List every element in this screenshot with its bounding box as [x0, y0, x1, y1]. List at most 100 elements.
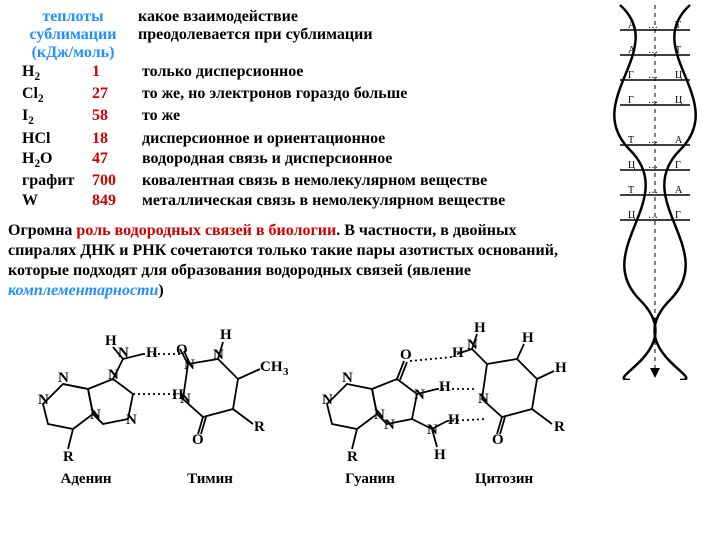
- svg-text:…: …: [648, 95, 658, 106]
- svg-text:N: N: [213, 347, 224, 363]
- para-t3: ): [158, 282, 163, 299]
- label-cytosine: Цитозин: [439, 471, 569, 488]
- svg-text:H: H: [522, 330, 534, 346]
- desc-cell: дисперсионное и ориентационное: [142, 129, 385, 149]
- svg-text:Т: Т: [675, 45, 681, 56]
- label-thymine: Тимин: [150, 471, 270, 488]
- svg-text:…: …: [648, 160, 658, 171]
- svg-text:N: N: [58, 370, 69, 386]
- svg-text:Ц: Ц: [628, 210, 635, 221]
- substance-cell: I2: [8, 106, 92, 128]
- svg-text:Ц: Ц: [675, 95, 682, 106]
- substance-cell: H2: [8, 62, 92, 84]
- svg-text:N: N: [427, 422, 438, 438]
- svg-text:Т: Т: [628, 185, 634, 196]
- value-cell: 47: [92, 149, 142, 171]
- value-cell: 18: [92, 129, 142, 149]
- svg-text:…: …: [648, 45, 658, 56]
- guanine-cytosine-group: NN NN N O H N HH R H N H N O R H H Гуани…: [292, 309, 582, 488]
- svg-text:CH: CH: [260, 359, 283, 375]
- svg-text:…: …: [648, 210, 658, 221]
- svg-text:N: N: [184, 357, 195, 373]
- desc-cell: водородная связь и дисперсионное: [142, 149, 392, 171]
- substance-cell: HCl: [8, 129, 92, 149]
- substance-cell: H2O: [8, 149, 92, 171]
- label-guanine: Гуанин: [305, 471, 435, 488]
- svg-text:…: …: [648, 135, 658, 146]
- para-compl: комплементарности: [8, 282, 158, 299]
- value-cell: 1: [92, 62, 142, 84]
- svg-text:N: N: [384, 417, 395, 433]
- svg-text:Ц: Ц: [628, 160, 635, 171]
- svg-text:Г: Г: [628, 95, 634, 106]
- svg-text:N: N: [90, 407, 101, 423]
- svg-text:А: А: [675, 185, 683, 196]
- svg-text:А: А: [675, 135, 683, 146]
- svg-text:…: …: [648, 70, 658, 81]
- svg-text:H: H: [448, 412, 460, 428]
- svg-text:N: N: [38, 392, 49, 408]
- svg-text:H: H: [434, 447, 446, 463]
- svg-text:…: …: [648, 20, 658, 31]
- svg-text:N: N: [322, 392, 333, 408]
- bio-paragraph: Огромна роль водородных связей в биологи…: [8, 221, 578, 301]
- desc-cell: ковалентная связь в немолекулярном вещес…: [142, 171, 487, 191]
- svg-text:R: R: [63, 449, 74, 464]
- dna-helix: А … Т А … Т Г … Ц Г … Ц Т … А Ц … Г Т … А Ц … Г: [590, 0, 720, 380]
- svg-text:H: H: [146, 345, 158, 361]
- svg-text:Т: Т: [675, 20, 681, 31]
- svg-text:N: N: [180, 391, 191, 407]
- svg-text:А: А: [628, 45, 636, 56]
- desc-cell: то же, но электронов гораздо больше: [142, 84, 407, 106]
- desc-cell: то же: [142, 106, 180, 128]
- svg-text:N: N: [126, 412, 137, 428]
- para-t1: Огромна: [8, 222, 76, 239]
- substance-cell: графит: [8, 171, 92, 191]
- svg-text:…: …: [648, 185, 658, 196]
- svg-text:Т: Т: [628, 135, 634, 146]
- svg-text:N: N: [467, 337, 478, 353]
- value-cell: 27: [92, 84, 142, 106]
- svg-text:O: O: [176, 342, 188, 358]
- svg-text:O: O: [192, 432, 204, 448]
- svg-text:H: H: [452, 345, 464, 361]
- adenine-thymine-svg: NN NN N N HH R O H NN N CH3 H O R: [8, 309, 288, 464]
- svg-text:Г: Г: [675, 210, 681, 221]
- svg-text:А: А: [628, 20, 636, 31]
- svg-text:N: N: [108, 367, 119, 383]
- guanine-cytosine-svg: NN NN N O H N HH R H N H N O R H H: [292, 309, 582, 464]
- svg-text:N: N: [342, 370, 353, 386]
- substance-cell: Cl2: [8, 84, 92, 106]
- svg-text:H: H: [555, 360, 567, 376]
- label-adenine: Аденин: [26, 471, 146, 488]
- svg-text:O: O: [400, 347, 412, 363]
- value-cell: 700: [92, 171, 142, 191]
- svg-text:N: N: [414, 387, 425, 403]
- desc-cell: только дисперсионное: [142, 62, 303, 84]
- header-col1-l2: сублимации: [8, 26, 138, 44]
- header-col2-l1: какое взаимодействие: [138, 8, 298, 26]
- adenine-thymine-group: NN NN N N HH R O H NN N CH3 H O R Аденин…: [8, 309, 288, 488]
- svg-text:Г: Г: [628, 70, 634, 81]
- svg-text:3: 3: [283, 366, 288, 378]
- svg-text:H: H: [474, 320, 486, 336]
- svg-text:R: R: [554, 419, 565, 435]
- svg-text:Г: Г: [675, 160, 681, 171]
- para-role: роль водородных связей в биологии: [76, 222, 336, 239]
- svg-text:N: N: [478, 391, 489, 407]
- header-col1-l3: (кДж/моль): [8, 44, 138, 62]
- value-cell: 849: [92, 191, 142, 211]
- svg-text:R: R: [347, 449, 358, 464]
- value-cell: 58: [92, 106, 142, 128]
- header-col1-l1: теплоты: [8, 8, 138, 26]
- svg-text:H: H: [220, 327, 232, 343]
- header-col2-l2: преодолевается при сублимации: [138, 26, 373, 44]
- substance-cell: W: [8, 191, 92, 211]
- svg-text:N: N: [118, 345, 129, 361]
- svg-text:H: H: [105, 333, 117, 349]
- desc-cell: металлическая связь в немолекулярном вещ…: [142, 191, 505, 211]
- svg-text:Ц: Ц: [675, 70, 682, 81]
- svg-text:R: R: [254, 419, 265, 435]
- svg-text:O: O: [492, 432, 504, 448]
- svg-text:H: H: [439, 379, 451, 395]
